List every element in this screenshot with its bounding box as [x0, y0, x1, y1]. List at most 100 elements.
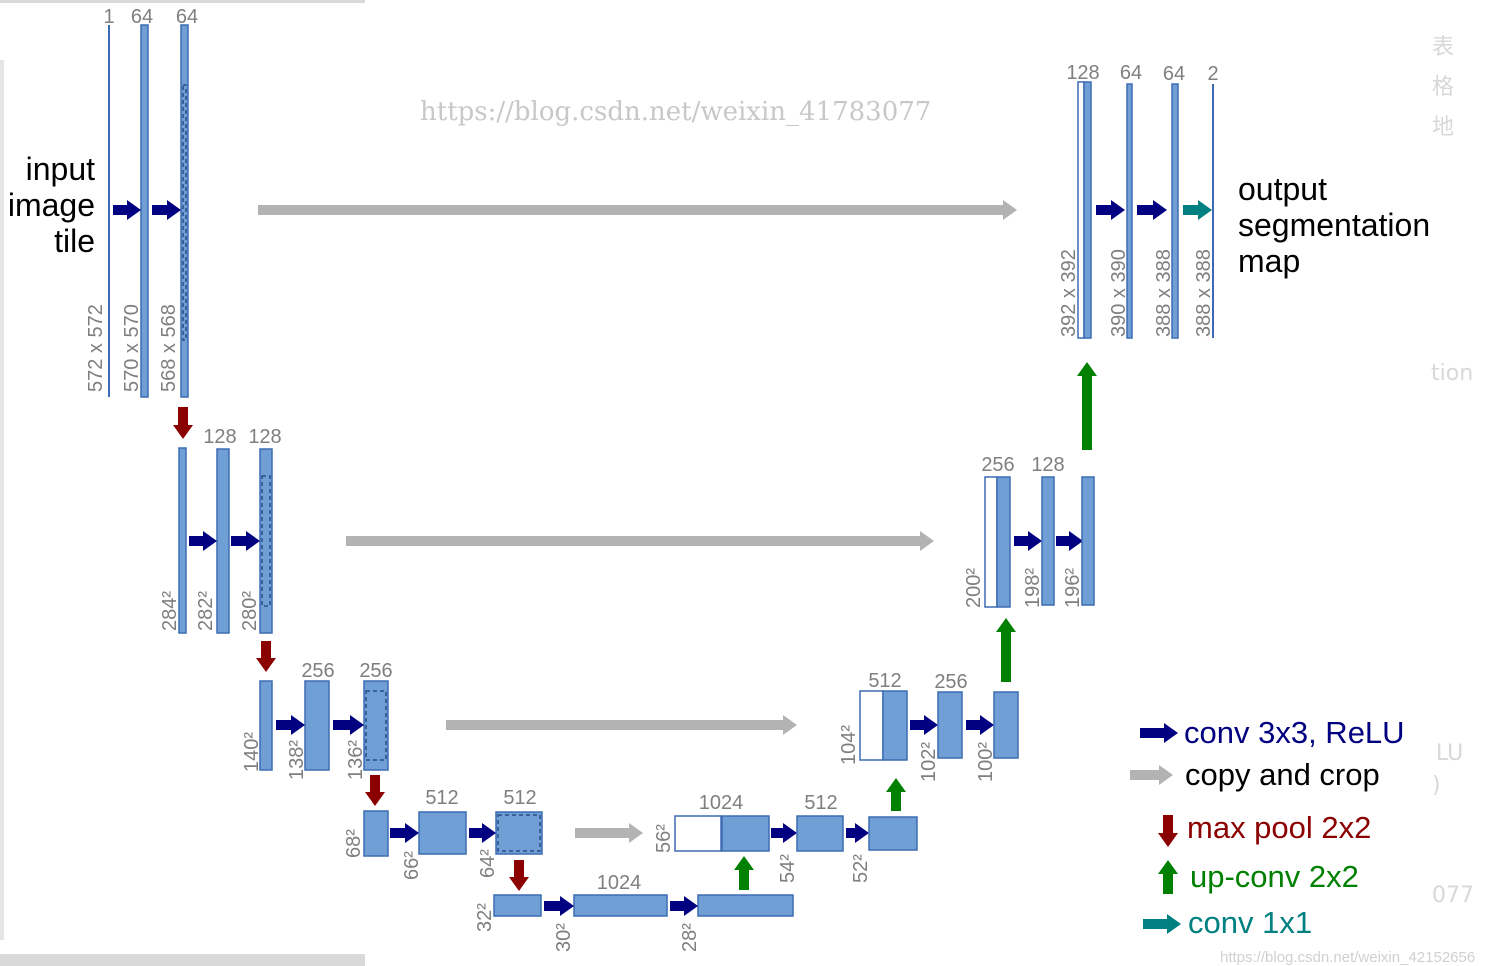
- arrow-shaft: [1096, 205, 1111, 215]
- arrow-head: [920, 531, 934, 551]
- max-pool-arrow: [173, 407, 193, 439]
- arrow-shaft: [276, 720, 291, 730]
- channel-count: 128: [203, 426, 236, 448]
- size-label: 284²: [159, 591, 181, 631]
- feature-map: [1081, 476, 1095, 606]
- crop-region-dashed: [182, 84, 187, 341]
- conv-arrow: [670, 896, 698, 916]
- channel-count: 256: [934, 671, 967, 693]
- copy-arrow-icon: [1130, 765, 1173, 785]
- conv1x1-arrow: [1183, 200, 1212, 220]
- conv-arrow: [333, 715, 364, 735]
- conv-arrow: [152, 200, 181, 220]
- channel-count: 1024: [597, 872, 642, 894]
- feature-map: [180, 24, 189, 398]
- max-pool-arrow: [509, 860, 529, 891]
- channel-count: 64: [1163, 63, 1185, 85]
- arrow-shaft: [113, 205, 127, 215]
- size-label: 52²: [850, 854, 872, 883]
- feature-map: [304, 680, 330, 771]
- arrow-head: [1158, 860, 1178, 874]
- arrow-shaft: [446, 720, 783, 730]
- size-label: 392 x 392: [1058, 249, 1080, 337]
- background-text: 077: [1432, 883, 1474, 908]
- arrow-shaft: [346, 536, 920, 546]
- size-label: 64²: [477, 849, 499, 878]
- up-conv-arrow-icon: [1158, 860, 1178, 894]
- feature-map: [796, 815, 844, 852]
- arrow-head: [256, 658, 276, 672]
- arrow-head: [405, 823, 419, 843]
- up-conv-arrow: [1077, 362, 1097, 450]
- channel-count: 256: [301, 660, 334, 682]
- conv-arrow-icon: [1140, 723, 1178, 743]
- arrow-head: [1159, 765, 1173, 785]
- arrow-head: [1153, 200, 1167, 220]
- arrow-shaft: [469, 828, 482, 838]
- feature-map: [216, 448, 230, 634]
- arrow-head: [127, 200, 141, 220]
- conv-arrow: [469, 823, 496, 843]
- input-channel-line: [108, 25, 110, 397]
- feature-map: [495, 811, 543, 855]
- legend-upconv-label: up-conv 2x2: [1190, 859, 1359, 894]
- arrow-head: [1198, 200, 1212, 220]
- size-label: 100²: [975, 742, 997, 782]
- background-text: 表: [1432, 35, 1454, 60]
- size-label: 388 x 388: [1193, 249, 1215, 337]
- background-text: LU: [1436, 741, 1463, 766]
- conv-arrow: [113, 200, 141, 220]
- size-label: 32²: [474, 903, 496, 932]
- feature-map: [573, 894, 668, 917]
- background-text: tion: [1431, 361, 1473, 386]
- background-text: ): [1432, 773, 1441, 798]
- arrow-shaft: [966, 720, 980, 730]
- arrow-shaft: [261, 641, 271, 658]
- input-label: tile: [54, 223, 95, 259]
- conv-arrow: [1096, 200, 1125, 220]
- arrow-head: [291, 715, 305, 735]
- arrow-shaft: [1183, 205, 1198, 215]
- arrow-head: [924, 715, 938, 735]
- input-label: image: [8, 187, 95, 223]
- legend-maxpool-label: max pool 2x2: [1187, 810, 1371, 845]
- size-label: 138²: [286, 740, 308, 780]
- size-label: 140²: [241, 732, 263, 772]
- channel-count: 128: [1031, 454, 1064, 476]
- arrow-shaft: [1140, 728, 1164, 738]
- arrow-shaft: [1143, 919, 1167, 929]
- arrow-shaft: [514, 860, 524, 877]
- channel-count: 1024: [699, 792, 744, 814]
- arrow-head: [684, 896, 698, 916]
- conv-arrow: [966, 715, 994, 735]
- arrow-shaft: [1056, 536, 1069, 546]
- size-label: 282²: [195, 591, 217, 631]
- feature-map: [697, 894, 794, 917]
- legend-copy-label: copy and crop: [1185, 757, 1380, 792]
- size-label: 28²: [679, 923, 701, 952]
- feature-map: [1041, 476, 1055, 606]
- output-label: output: [1238, 171, 1327, 207]
- watermark-corner: https://blog.csdn.net/weixin_42152656: [1220, 949, 1475, 966]
- copied-feature-map: [859, 690, 884, 761]
- channel-count: 512: [868, 670, 901, 692]
- channel-count: 1: [103, 6, 114, 28]
- arrow-head: [980, 715, 994, 735]
- size-label: 102²: [918, 742, 940, 782]
- feature-map: [868, 816, 918, 851]
- size-label: 280²: [239, 591, 261, 631]
- feature-map: [1083, 81, 1092, 339]
- up-conv-arrow: [996, 618, 1016, 682]
- background-text: 格: [1432, 75, 1454, 100]
- arrow-head: [365, 792, 385, 806]
- arrow-shaft: [575, 828, 629, 838]
- feature-map: [140, 24, 149, 398]
- arrow-head: [509, 877, 529, 891]
- arrow-shaft: [1137, 205, 1153, 215]
- conv1x1-arrow-icon: [1143, 914, 1181, 934]
- arrow-shaft: [1082, 376, 1092, 450]
- arrow-head: [1158, 833, 1178, 847]
- size-label: 196²: [1062, 568, 1084, 608]
- size-label: 570 x 570: [121, 304, 143, 392]
- channel-count: 2: [1207, 63, 1218, 85]
